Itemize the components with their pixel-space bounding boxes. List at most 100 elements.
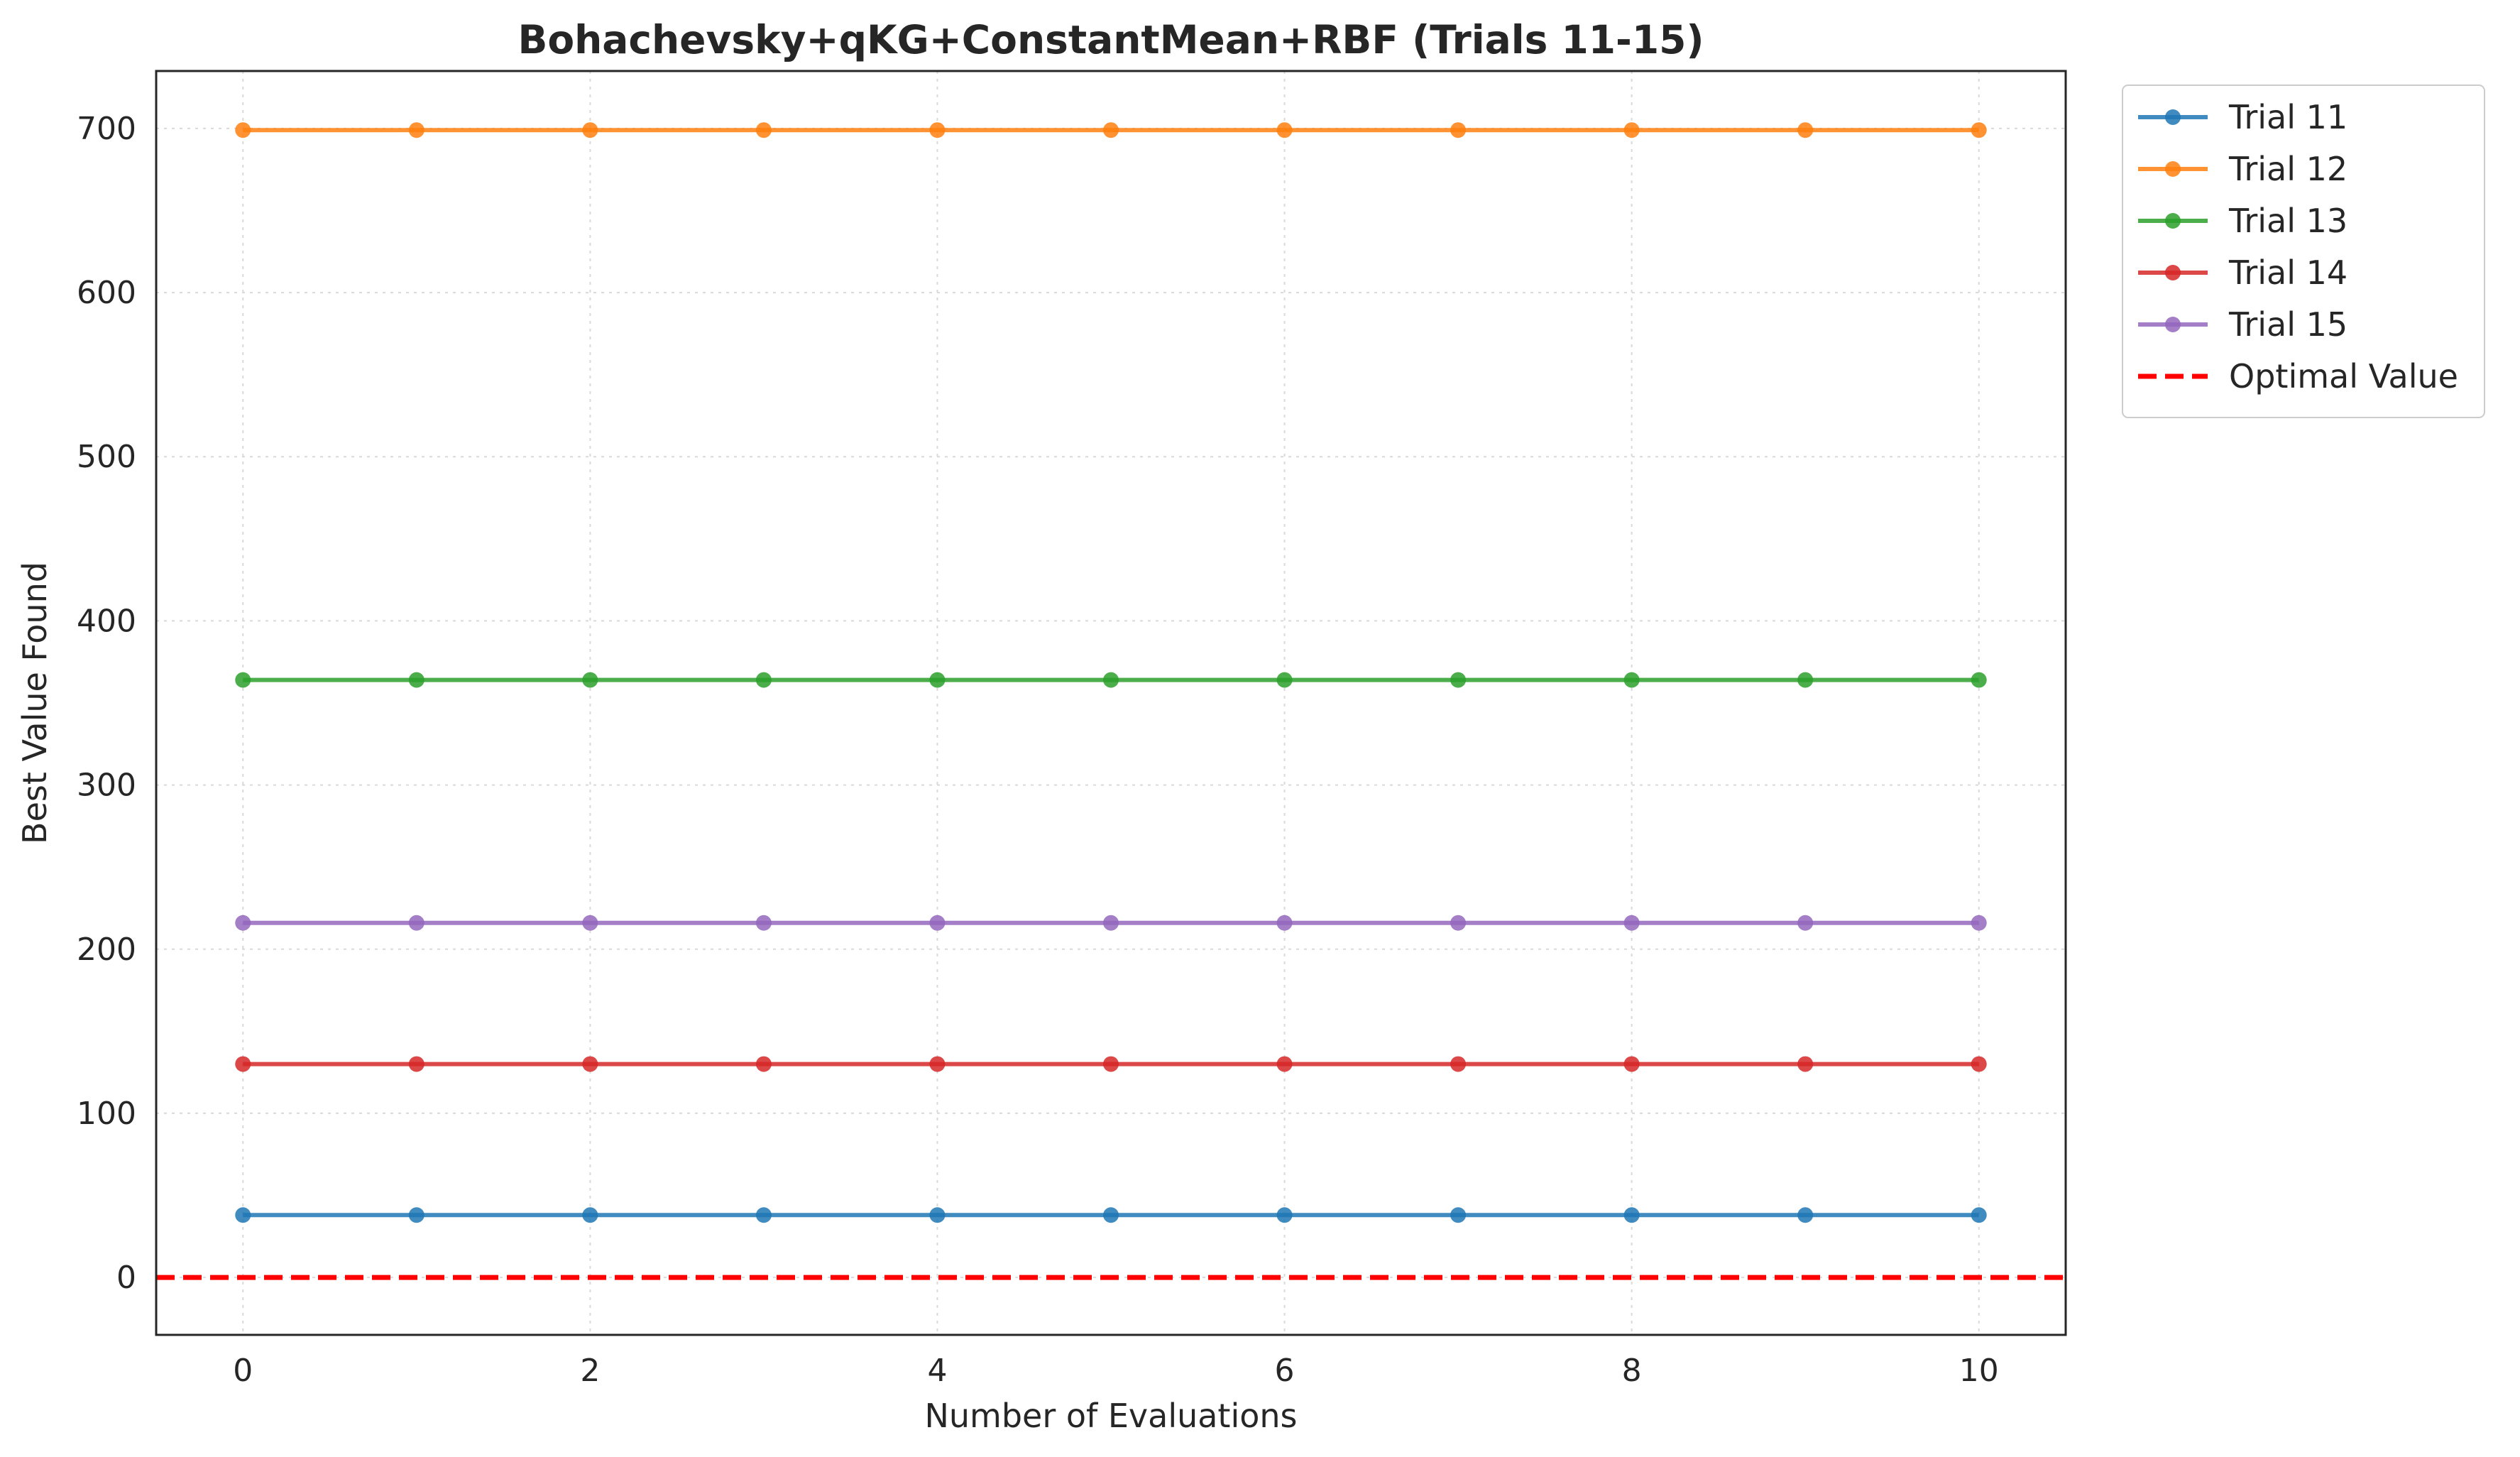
legend-label: Optimal Value [2229,357,2458,395]
data-point [582,672,598,688]
data-point [1450,1207,1467,1223]
plot-frame [155,70,2067,1336]
data-point [1276,1056,1293,1072]
data-point [1276,1207,1293,1223]
series-trial-14 [235,1056,1987,1072]
data-point [1103,1056,1119,1072]
x-tick-label: 6 [1275,1353,1295,1389]
y-tick-label: 300 [77,768,136,804]
series-trial-13 [235,672,1987,688]
data-point [408,1056,424,1072]
legend-marker [2165,317,2181,332]
data-point [929,1056,946,1072]
data-point [1623,1207,1640,1223]
data-point [1276,672,1293,688]
x-tick-label: 10 [1959,1353,1999,1389]
legend-marker [2165,213,2181,229]
data-point [1797,672,1814,688]
data-point [1276,122,1293,138]
x-tick-label: 0 [233,1353,253,1389]
data-point [1971,672,1987,688]
legend-label: Trial 13 [2228,202,2348,240]
data-point [1971,122,1987,138]
x-tick-label: 8 [1622,1353,1642,1389]
data-point [1971,915,1987,931]
legend-item: Trial 13 [2138,202,2348,240]
legend-marker [2165,109,2181,125]
data-point [1623,1056,1640,1072]
x-axis-label: Number of Evaluations [924,1397,1297,1435]
data-point [408,122,424,138]
data-point [1450,915,1467,931]
data-point [1623,122,1640,138]
data-point [1971,1056,1987,1072]
series-trial-15 [235,915,1987,931]
data-point [582,915,598,931]
data-point [755,672,772,688]
data-point [1103,672,1119,688]
data-point [582,1056,598,1072]
legend-item: Trial 14 [2138,253,2348,292]
series-layer [235,122,1987,1223]
y-tick-label: 200 [77,932,136,968]
y-tick-label: 400 [77,603,136,639]
legend-marker [2165,265,2181,280]
x-tick-label: 2 [580,1353,600,1389]
data-point [235,122,251,138]
data-point [755,1207,772,1223]
legend-item: Trial 15 [2138,305,2348,344]
data-point [929,122,946,138]
y-tick-label: 500 [77,439,136,475]
data-point [1103,122,1119,138]
data-point [1623,672,1640,688]
data-point [929,1207,946,1223]
data-point [235,1207,251,1223]
data-point [1797,1056,1814,1072]
series-trial-12 [235,122,1987,138]
y-tick-label: 700 [77,111,136,147]
legend-item: Trial 12 [2138,150,2348,188]
data-point [235,1056,251,1072]
x-tick-label: 4 [927,1353,947,1389]
chart-title: Bohachevsky+qKG+ConstantMean+RBF (Trials… [517,17,1704,62]
data-point [1103,1207,1119,1223]
data-point [929,672,946,688]
data-point [1623,915,1640,931]
data-point [1450,1056,1467,1072]
y-tick-label: 100 [77,1096,136,1132]
data-point [755,915,772,931]
legend-marker [2165,161,2181,177]
data-point [1797,122,1814,138]
data-point [1797,1207,1814,1223]
data-point [408,915,424,931]
data-point [1797,915,1814,931]
data-point [929,915,946,931]
data-point [755,1056,772,1072]
legend-item: Optimal Value [2138,357,2458,395]
legend-label: Trial 12 [2228,150,2348,188]
y-axis-label: Best Value Found [16,562,54,844]
data-point [1450,672,1467,688]
data-point [235,915,251,931]
legend-label: Trial 11 [2228,98,2348,136]
legend: Trial 11 Trial 12 Trial 13 Trial 14 Trial 15… [2122,84,2485,418]
data-point [582,1207,598,1223]
data-point [408,1207,424,1223]
data-point [1276,915,1293,931]
legend-item: Trial 11 [2138,98,2348,136]
data-point [1971,1207,1987,1223]
legend-box [2122,84,2485,418]
data-point [755,122,772,138]
data-point [235,672,251,688]
data-point [582,122,598,138]
series-trial-11 [235,1207,1987,1223]
y-tick-label: 600 [77,275,136,311]
data-point [1450,122,1467,138]
legend-label: Trial 15 [2228,305,2348,344]
legend-label: Trial 14 [2228,253,2348,292]
y-tick-label: 0 [116,1260,136,1296]
data-point [408,672,424,688]
data-point [1103,915,1119,931]
